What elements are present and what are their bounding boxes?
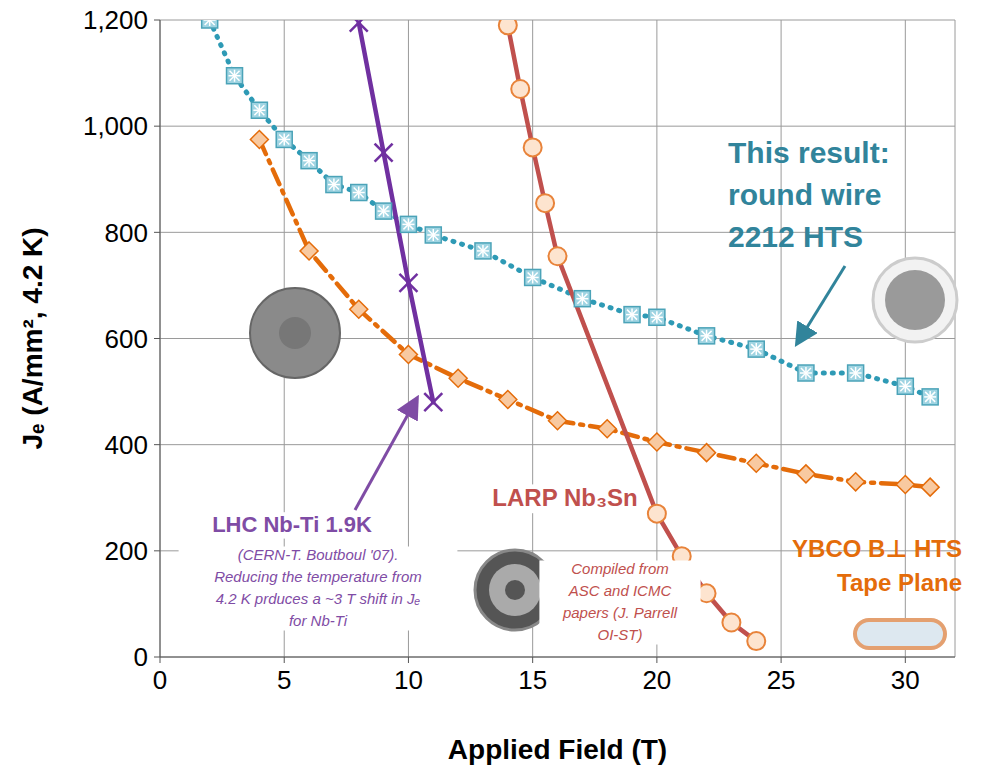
svg-text:Compiled fromASC and ICMCpaper: Compiled fromASC and ICMCpapers (J. Parr… <box>562 560 678 643</box>
svg-text:5: 5 <box>277 665 291 695</box>
svg-text:Applied Field (T): Applied Field (T) <box>448 734 667 765</box>
svg-text:(CERN-T. Boutboul '07).Reducin: (CERN-T. Boutboul '07).Reducing the temp… <box>214 546 422 629</box>
svg-text:800: 800 <box>105 218 148 248</box>
svg-text:15: 15 <box>518 665 547 695</box>
svg-text:20: 20 <box>642 665 671 695</box>
svg-text:600: 600 <box>105 324 148 354</box>
svg-text:0: 0 <box>134 642 148 672</box>
svg-text:LHC Nb-Ti 1.9K: LHC Nb-Ti 1.9K <box>212 512 372 537</box>
svg-text:200: 200 <box>105 536 148 566</box>
svg-text:LARP Nb₃Sn: LARP Nb₃Sn <box>492 484 637 511</box>
svg-text:400: 400 <box>105 430 148 460</box>
svg-text:This result:round wire2212 HTS: This result:round wire2212 HTS <box>728 136 890 253</box>
svg-text:1,000: 1,000 <box>83 111 148 141</box>
svg-text:1,200: 1,200 <box>83 5 148 35</box>
svg-text:10: 10 <box>394 665 423 695</box>
svg-text:0: 0 <box>153 665 167 695</box>
svg-text:25: 25 <box>767 665 796 695</box>
svg-text:30: 30 <box>891 665 920 695</box>
svg-text:Jₑ (A/mm², 4.2 K): Jₑ (A/mm², 4.2 K) <box>17 227 48 449</box>
svg-text:YBCO B⊥ HTSTape Plane: YBCO B⊥ HTSTape Plane <box>792 535 962 596</box>
